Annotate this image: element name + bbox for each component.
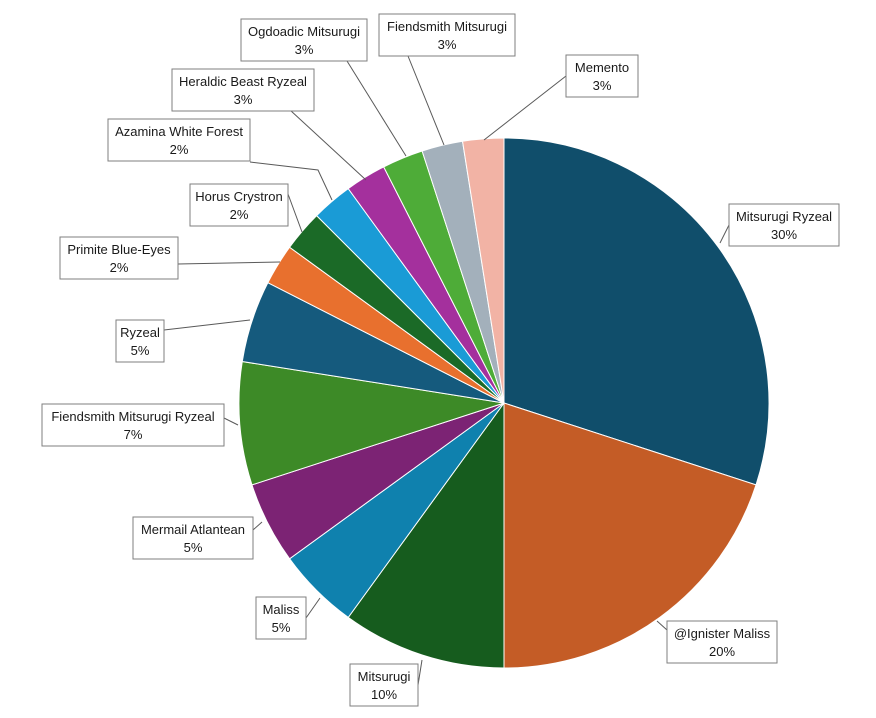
- leader-line-azamina-white-forest: [249, 161, 333, 201]
- slice-memento: [461, 137, 505, 404]
- slice-name: Fiendsmith Mitsurugi: [387, 19, 507, 34]
- slice-fiendsmith-mitsurugi-ryzeal: [238, 360, 505, 486]
- leader-line-mitsurugi-ryzeal: [719, 224, 730, 244]
- data-label-box: [189, 183, 289, 227]
- leader-line-horus-crystron: [287, 193, 303, 233]
- slice-mitsurugi-ryzeal: [503, 137, 770, 486]
- data-label-primite-blue-eyes: Primite Blue-Eyes 2%: [59, 236, 179, 280]
- slice-name: Ryzeal: [120, 325, 160, 340]
- slice-percent: 3%: [234, 92, 253, 107]
- data-label-azamina-white-forest: Azamina White Forest 2%: [107, 118, 251, 162]
- leader-line-primite-blue-eyes: [177, 261, 281, 265]
- leader-lines: [163, 55, 730, 686]
- data-label-mitsurugi-ryzeal: Mitsurugi Ryzeal 30%: [728, 203, 840, 247]
- data-label-box: [171, 68, 315, 112]
- slice-percent: 5%: [131, 343, 150, 358]
- data-label-box: [728, 203, 840, 247]
- slice-percent: 3%: [593, 78, 612, 93]
- data-label-box: [59, 236, 179, 280]
- data-label-box: [666, 620, 778, 664]
- slice-name: Heraldic Beast Ryzeal: [179, 74, 307, 89]
- leader-line-ignister-maliss: [656, 620, 668, 631]
- slice-name: Memento: [575, 60, 629, 75]
- slice-percent: 20%: [709, 644, 735, 659]
- data-label-fiendsmith-mitsurugi-ryzeal: Fiendsmith Mitsurugi Ryzeal 7%: [41, 403, 225, 447]
- data-label-box: [115, 319, 165, 363]
- leader-line-maliss: [305, 597, 321, 619]
- slice-percent: 7%: [124, 427, 143, 442]
- slice-percent: 2%: [170, 142, 189, 157]
- data-label-box: [349, 663, 419, 707]
- slice-name: Mitsurugi: [358, 669, 411, 684]
- leader-line-mitsurugi: [417, 659, 423, 686]
- leader-line-mermail-atlantean: [252, 521, 263, 531]
- slice-name: Azamina White Forest: [115, 124, 243, 139]
- data-label-box: [565, 54, 639, 98]
- data-label-ryzeal: Ryzeal 5%: [115, 319, 165, 363]
- slice-name: Ogdoadic Mitsurugi: [248, 24, 360, 39]
- data-label-maliss: Maliss 5%: [255, 596, 307, 640]
- slice-name: Horus Crystron: [195, 189, 282, 204]
- slice-ignister-maliss: [503, 402, 757, 669]
- slice-name: Primite Blue-Eyes: [67, 242, 171, 257]
- slice-percent: 2%: [230, 207, 249, 222]
- data-label-box: [132, 516, 254, 560]
- data-label-box: [255, 596, 307, 640]
- leader-line-heraldic-beast-ryzeal: [289, 109, 367, 181]
- slice-name: @Ignister Maliss: [674, 626, 771, 641]
- data-label-memento: Memento 3%: [565, 54, 639, 98]
- data-label-mermail-atlantean: Mermail Atlantean 5%: [132, 516, 254, 560]
- data-label-heraldic-beast-ryzeal: Heraldic Beast Ryzeal 3%: [171, 68, 315, 112]
- data-labels: Mitsurugi Ryzeal 30% @Ignister Maliss 20% Mi…: [41, 13, 840, 707]
- data-label-mitsurugi: Mitsurugi 10%: [349, 663, 419, 707]
- data-label-horus-crystron: Horus Crystron 2%: [189, 183, 289, 227]
- data-label-box: [240, 18, 368, 62]
- slice-percent: 2%: [110, 260, 129, 275]
- slice-percent: 5%: [184, 540, 203, 555]
- data-label-ogdoadic-mitsurugi: Ogdoadic Mitsurugi 3%: [240, 18, 368, 62]
- data-label-box: [107, 118, 251, 162]
- slice-percent: 10%: [371, 687, 397, 702]
- slice-name: Maliss: [263, 602, 300, 617]
- pie-slices: [238, 137, 770, 669]
- slice-percent: 5%: [272, 620, 291, 635]
- slice-percent: 30%: [771, 227, 797, 242]
- slice-name: Fiendsmith Mitsurugi Ryzeal: [51, 409, 214, 424]
- leader-line-memento: [483, 75, 567, 141]
- leader-line-fiendsmith-mitsurugi: [407, 55, 445, 146]
- slice-name: Mitsurugi Ryzeal: [736, 209, 832, 224]
- leader-line-fiendsmith-mitsurugi-ryzeal: [223, 417, 239, 426]
- data-label-fiendsmith-mitsurugi: Fiendsmith Mitsurugi 3%: [378, 13, 516, 57]
- slice-mitsurugi: [347, 401, 505, 669]
- data-label-box: [378, 13, 516, 57]
- leader-line-ogdoadic-mitsurugi: [346, 60, 407, 157]
- slice-percent: 3%: [438, 37, 457, 52]
- leader-line-ryzeal: [163, 319, 251, 331]
- data-label-ignister-maliss: @Ignister Maliss 20%: [666, 620, 778, 664]
- slice-name: Mermail Atlantean: [141, 522, 245, 537]
- slice-percent: 3%: [295, 42, 314, 57]
- data-label-box: [41, 403, 225, 447]
